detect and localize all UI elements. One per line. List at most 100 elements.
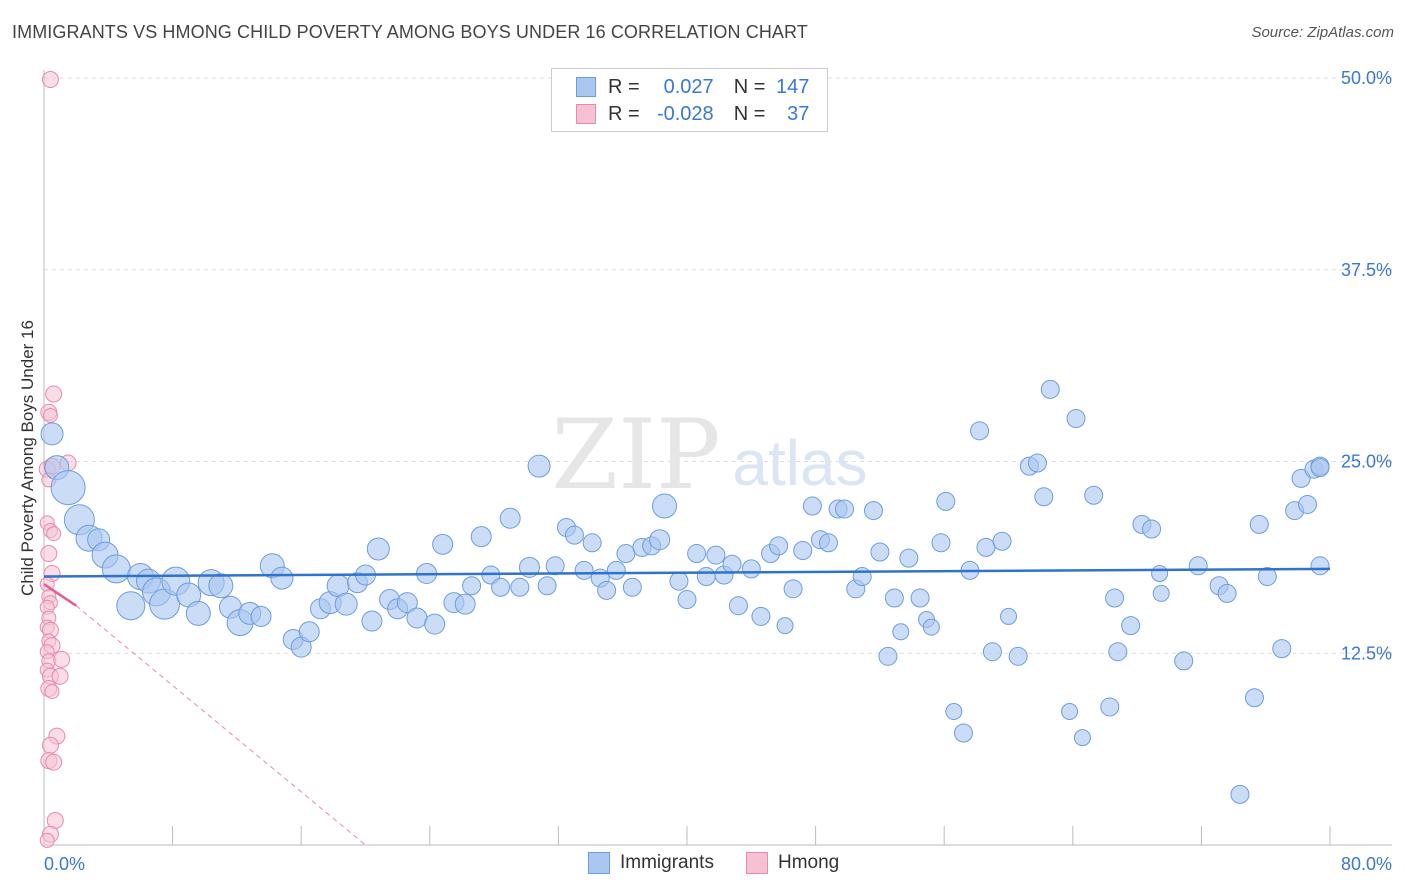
hmong-point [40, 545, 58, 563]
immigrants-point [366, 537, 390, 561]
hmong-point [45, 753, 63, 771]
immigrants-point [1008, 646, 1028, 666]
immigrants-point [270, 566, 294, 590]
source-label: Source: ZipAtlas.com [1251, 24, 1394, 41]
hmong-point [53, 650, 71, 668]
legend-item-hmong[interactable]: Hmong [745, 852, 840, 874]
y-tick-label: 25.0% [1341, 452, 1392, 472]
watermark: ZIP atlas [551, 399, 867, 511]
immigrants-point [1100, 697, 1120, 717]
immigrants-point [953, 723, 973, 743]
immigrants-point [1121, 616, 1141, 636]
immigrants-point [1066, 409, 1086, 429]
hmong-point [51, 667, 69, 685]
hmong-point [46, 526, 62, 542]
y-tick-label: 50.0% [1341, 68, 1392, 88]
immigrants-point [696, 567, 716, 587]
immigrants-point [1084, 485, 1104, 505]
immigrants-point [518, 556, 540, 578]
axes [43, 70, 1392, 846]
immigrants-point [622, 577, 642, 597]
immigrants-point [669, 571, 689, 591]
immigrants-trend-line [43, 567, 1331, 578]
immigrants-point [1040, 379, 1060, 399]
immigrants-point [1244, 688, 1264, 708]
immigrants-point [334, 592, 358, 616]
immigrants-point [510, 577, 530, 597]
immigrants-point [649, 529, 671, 551]
immigrants-legend-swatch [588, 852, 610, 874]
hmong-trend-extension [75, 605, 366, 846]
immigrants-r-value: 0.027 [663, 75, 714, 98]
immigrants-point [892, 623, 910, 641]
immigrants-point [1249, 514, 1269, 534]
immigrants-point [250, 605, 272, 627]
immigrants-points [40, 379, 1330, 804]
hmong-swatch [576, 104, 596, 124]
watermark-zip: ZIP [551, 399, 720, 511]
immigrants-point [582, 533, 602, 553]
immigrants-point [1291, 468, 1311, 488]
y-tick-label: 12.5% [1341, 643, 1392, 663]
immigrants-point [432, 533, 454, 555]
immigrants-point [863, 501, 883, 521]
immigrants-point [1151, 564, 1169, 582]
x-tick-label: 80.0% [1341, 854, 1392, 874]
immigrants-point [818, 533, 838, 553]
immigrants-point [936, 491, 956, 511]
immigrants-point [1108, 642, 1128, 662]
immigrants-point [970, 421, 990, 441]
immigrants-point [899, 548, 919, 568]
immigrants-point [741, 559, 761, 579]
immigrants-point [931, 533, 951, 553]
immigrants-point [470, 526, 492, 548]
immigrants-point [574, 560, 594, 580]
immigrants-swatch [576, 77, 596, 97]
immigrants-point [616, 544, 636, 564]
immigrants-point [706, 545, 726, 565]
immigrants-point [1000, 607, 1017, 625]
immigrants-point [597, 580, 617, 600]
immigrants-point [835, 499, 855, 519]
immigrants-point [50, 470, 86, 506]
immigrants-point [424, 613, 446, 635]
immigrants-point [992, 531, 1012, 551]
immigrants-point [499, 507, 521, 529]
hmong-point [41, 71, 59, 89]
immigrants-point [878, 646, 898, 666]
immigrants-point [1034, 487, 1054, 507]
hmong-point [44, 684, 60, 700]
hmong-legend-label: Hmong [777, 852, 840, 873]
trend-lines [43, 567, 1331, 846]
y-tick-label: 37.5% [1341, 260, 1392, 280]
immigrants-point [1152, 584, 1170, 602]
immigrants-point [116, 591, 146, 621]
legend-item-immigrants[interactable]: Immigrants [588, 852, 714, 874]
immigrants-point [40, 422, 64, 446]
hmong-point [42, 407, 58, 423]
immigrants-point [802, 496, 822, 516]
immigrants-point [1310, 556, 1330, 576]
immigrants-legend-label: Immigrants [620, 852, 714, 873]
immigrants-point [454, 593, 476, 615]
immigrants-point [728, 596, 748, 616]
immigrants-point [1217, 583, 1237, 603]
immigrants-point [783, 579, 803, 599]
immigrants-point [982, 642, 1002, 662]
immigrants-point [406, 607, 428, 629]
hmong-point [41, 736, 59, 754]
n-label: N = [733, 75, 766, 98]
immigrants-point [1174, 651, 1194, 671]
immigrants-point [1105, 588, 1125, 608]
immigrants-point [361, 610, 383, 632]
immigrants-point [1272, 639, 1292, 659]
immigrants-point [462, 576, 482, 596]
r-label: R = [608, 75, 640, 98]
immigrants-point [1257, 567, 1277, 587]
immigrants-point [769, 536, 789, 556]
immigrants-point [884, 588, 904, 608]
immigrants-n-value: 147 [776, 75, 810, 98]
n-label: N = [733, 102, 766, 125]
series-legend: Immigrants Hmong [588, 852, 871, 874]
